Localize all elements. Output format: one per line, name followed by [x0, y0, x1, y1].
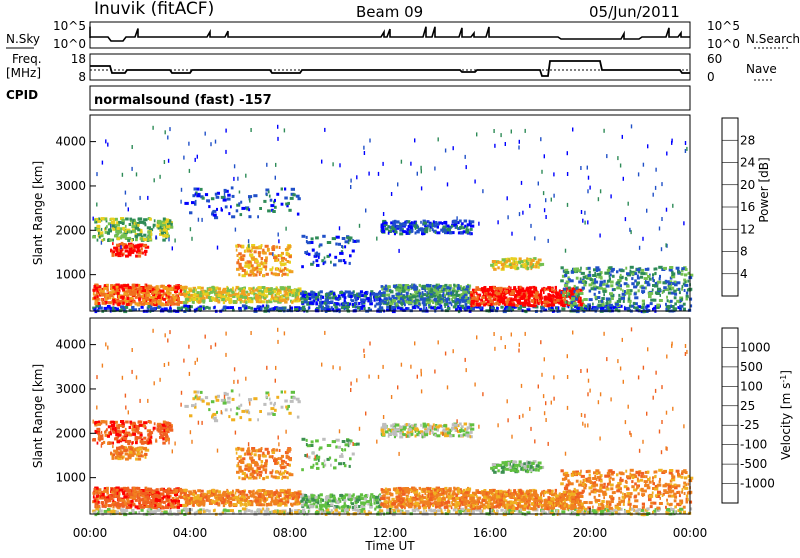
cpid-text: normalsound (fast) -157 — [94, 93, 272, 108]
xtick-1: 04:00 — [173, 526, 208, 540]
power-ylabel: Slant Range [km] — [31, 161, 45, 265]
power-panel: 1000 2000 3000 4000 Slant Range [km] 4 8 12 16… — [31, 115, 771, 313]
sky-panel: N.Sky 10^5 10^0 10^5 10^0 N.Search — [6, 19, 800, 51]
power-colorbar-label: Power [dB] — [757, 157, 771, 222]
nsearch-label: N.Search — [746, 32, 800, 46]
velocity-ylabel: Slant Range [km] — [31, 364, 45, 468]
date-title: 05/Jun/2011 — [589, 3, 680, 21]
power-heatmap — [92, 124, 693, 313]
freq-unit-label: [MHz] — [6, 66, 41, 80]
velocity-colorbar-tick-3: 25 — [740, 399, 755, 413]
freq-panel: Freq. [MHz] 18 8 60 0 Nave — [6, 52, 777, 84]
velocity-colorbar-tick-1: 500 — [740, 360, 763, 374]
xtick-2: 08:00 — [273, 526, 308, 540]
nave-tick-bottom: 0 — [707, 70, 715, 84]
power-colorbar-tick-1: 8 — [740, 245, 748, 259]
power-colorbar: 4 8 12 16 20 24 28 — [722, 118, 755, 296]
velocity-colorbar-label: Velocity [m s-1] — [779, 370, 793, 460]
power-ytick-1: 2000 — [55, 223, 86, 237]
velocity-colorbar-tick-6: -500 — [740, 457, 767, 471]
nave-tick-top: 60 — [707, 52, 722, 66]
xtick-0: 00:00 — [73, 526, 108, 540]
x-axis-label: Time UT — [364, 539, 415, 553]
velocity-colorbar-tick-2: 100 — [740, 379, 763, 393]
power-colorbar-tick-5: 24 — [740, 156, 755, 170]
power-ytick-2: 3000 — [55, 179, 86, 193]
velocity-colorbar-tick-5: -100 — [740, 438, 767, 452]
power-colorbar-tick-6: 28 — [740, 133, 755, 147]
cpid-label: CPID — [6, 88, 38, 102]
beam-title: Beam 09 — [356, 3, 423, 21]
freq-tick-top: 18 — [71, 52, 86, 66]
xtick-4: 16:00 — [473, 526, 508, 540]
freq-tick-bottom: 8 — [78, 70, 86, 84]
power-colorbar-tick-2: 12 — [740, 222, 755, 236]
xtick-3: 12:00 — [373, 526, 408, 540]
nsky-tick-top: 10^5 — [53, 19, 86, 33]
power-colorbar-tick-4: 20 — [740, 178, 755, 192]
velocity-colorbar-tick-4: -25 — [740, 418, 760, 432]
nsky-tick-bottom: 10^0 — [53, 37, 86, 51]
power-ytick-3: 4000 — [55, 135, 86, 149]
velocity-ytick-2: 3000 — [55, 382, 86, 396]
velocity-colorbar-tick-0: 1000 — [740, 340, 771, 354]
power-colorbar-tick-3: 16 — [740, 200, 755, 214]
nsky-trace — [90, 27, 690, 41]
nave-label: Nave — [746, 62, 777, 76]
xtick-5: 20:00 — [573, 526, 608, 540]
freq-label: Freq. — [12, 52, 42, 66]
nsky-label: N.Sky — [6, 32, 40, 46]
velocity-heatmap — [92, 327, 693, 516]
nsearch-tick-bottom: 10^0 — [707, 37, 740, 51]
power-ytick-0: 1000 — [55, 268, 86, 282]
station-title: Inuvik (fitACF) — [94, 0, 214, 19]
velocity-ytick-0: 1000 — [55, 471, 86, 485]
velocity-ytick-3: 4000 — [55, 338, 86, 352]
nsearch-tick-top: 10^5 — [707, 19, 740, 33]
velocity-colorbar-tick-7: -1000 — [740, 477, 775, 491]
velocity-panel: 1000 2000 3000 4000 Slant Range [km] 1000 50… — [31, 305, 793, 553]
velocity-colorbar: 1000 500 100 25 -25 -100 -500 -1000 — [722, 328, 775, 503]
velocity-ytick-1: 2000 — [55, 426, 86, 440]
xtick-6: 00:00 — [673, 526, 708, 540]
power-colorbar-tick-0: 4 — [740, 267, 748, 281]
freq-trace — [90, 61, 690, 76]
